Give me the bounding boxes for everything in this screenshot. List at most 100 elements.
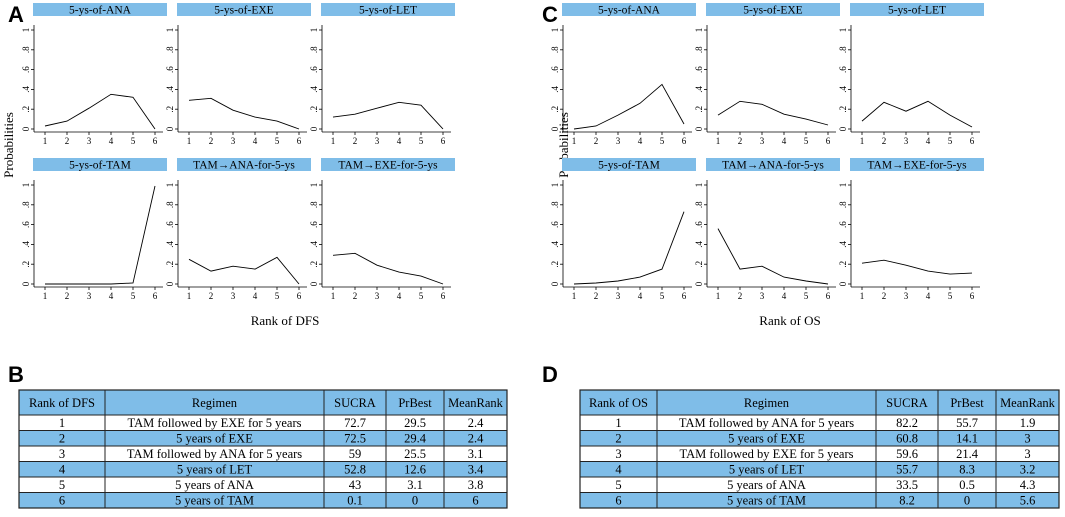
panel-b-header-regimen: Regimen <box>192 396 238 410</box>
panel-c-x-tick-label: 1 <box>572 291 577 301</box>
panel-c-x-tick-label: 5 <box>948 136 953 146</box>
panel-c-series-line-5-ys-of-let <box>861 100 973 128</box>
panel-d-cell-meanrank: 1.9 <box>1020 416 1036 430</box>
panel-c-y-tick-label: .4 <box>694 241 704 248</box>
panel-d-table-row: 3 TAM followed by EXE for 5 years 59.6 21.4… <box>579 445 1060 462</box>
panel-c-y-tick-label: .8 <box>550 46 560 53</box>
panel-a-y-tick-label: .6 <box>165 66 175 73</box>
panel-a-y-tick-label: 0 <box>309 126 319 131</box>
panel-a-series-line-5-ys-of-tam <box>45 185 156 285</box>
panel-c-subplot-tam-exe-for-5-ys: TAM→EXE-for-5-ys 0 .2 .4 .6 .8 1 1 2 3 4 5 6 <box>838 158 984 301</box>
panel-c-y-tick-label: .2 <box>838 106 848 113</box>
panel-c-x-tick-label: 5 <box>660 136 665 146</box>
panel-d-header-prbest: PrBest <box>950 396 984 410</box>
panel-d-cell-meanrank: 4.3 <box>1020 478 1036 492</box>
panel-b-cell-regimen: TAM followed by ANA for 5 years <box>127 447 302 461</box>
panel-c-y-tick-label: .8 <box>694 46 704 53</box>
panel-c-y-tick-label: .2 <box>838 261 848 268</box>
panel-b-cell-prbest: 29.4 <box>404 432 427 446</box>
panel-b-cell-sucra: 72.7 <box>344 416 366 430</box>
panel-c-y-tick-label: 1 <box>694 183 704 188</box>
panel-d-cell-rank-of-os: 4 <box>615 463 622 477</box>
panel-c-x-tick-label: 5 <box>804 136 809 146</box>
panel-b-cell-rank-of-dfs: 4 <box>59 463 66 477</box>
panel-c-subplot-title: 5-ys-of-LET <box>888 5 946 17</box>
panel-a-y-tick-label: 0 <box>309 281 319 286</box>
panel-c-y-tick-label: 0 <box>550 126 560 131</box>
panel-d-header-rank-of-os: Rank of OS <box>589 396 648 410</box>
panel-a-x-tick-label: 4 <box>109 291 114 301</box>
panel-c-y-tick-label: .6 <box>838 66 848 73</box>
panel-a-y-tick-label: .6 <box>21 66 31 73</box>
panel-letter-d: D <box>542 362 558 387</box>
panel-c-x-tick-label: 3 <box>760 136 765 146</box>
panel-a-x-tick-label: 3 <box>87 291 92 301</box>
panel-b-cell-prbest: 0 <box>412 494 418 508</box>
panel-a-x-tick-label: 5 <box>419 291 424 301</box>
panel-c-x-tick-label: 5 <box>948 291 953 301</box>
panel-d-cell-rank-of-os: 5 <box>615 478 621 492</box>
panel-a-y-tick-label: .2 <box>165 106 175 113</box>
panel-c-subplot-title-bar <box>706 158 840 171</box>
panel-c-x-tick-label: 5 <box>804 291 809 301</box>
panel-a-y-tick-label: 1 <box>165 28 175 33</box>
panel-a-x-tick-label: 2 <box>353 136 358 146</box>
panel-c-series-line-tam-exe-for-5-ys <box>861 259 973 275</box>
panel-c-subplot-title: 5-ys-of-ANA <box>598 5 661 17</box>
panel-c-x-tick-label: 4 <box>638 136 643 146</box>
panel-c-y-tick-label: .4 <box>550 86 560 93</box>
panel-b-header-cell <box>385 389 445 416</box>
panel-b-cell-regimen: 5 years of ANA <box>175 478 254 492</box>
panel-a-y-tick-label: .6 <box>309 66 319 73</box>
panel-d-cell-sucra: 33.5 <box>896 478 918 492</box>
panel-c-y-tick-label: 0 <box>550 281 560 286</box>
panel-c-x-tick-label: 4 <box>782 136 787 146</box>
panel-a-x-tick-label: 5 <box>275 291 280 301</box>
panel-c-y-tick-label: .8 <box>838 201 848 208</box>
panel-a-subplot-title-bar <box>177 3 311 16</box>
panel-b-cell-regimen: 5 years of TAM <box>175 494 254 508</box>
panel-a-y-tick-label: .2 <box>21 106 31 113</box>
panel-b-table-row: 4 5 years of LET 52.8 12.6 3.4 <box>18 461 508 478</box>
panel-a-y-tick-label: .2 <box>165 261 175 268</box>
panel-b-cell-rank-of-dfs: 5 <box>59 478 65 492</box>
panel-d-cell-meanrank: 5.6 <box>1020 494 1036 508</box>
panel-a-y-tick-label: 1 <box>309 183 319 188</box>
panel-a-x-tick-label: 1 <box>187 291 192 301</box>
panel-c-x-tick-label: 3 <box>616 291 621 301</box>
panel-c-x-tick-label: 3 <box>904 136 909 146</box>
panel-c-y-tick-label: .2 <box>694 106 704 113</box>
panel-b-cell-meanrank: 3.1 <box>468 447 484 461</box>
panel-c-y-tick-label: 1 <box>550 28 560 33</box>
panel-a-x-tick-label: 2 <box>209 136 214 146</box>
panel-c-y-tick-label: .8 <box>838 46 848 53</box>
panel-c-x-tick-label: 3 <box>616 136 621 146</box>
panel-b-cell-meanrank: 2.4 <box>468 416 484 430</box>
panel-b-cell-rank-of-dfs: 6 <box>59 494 65 508</box>
panel-c-y-tick-label: .6 <box>550 221 560 228</box>
panel-b-cell-sucra: 43 <box>349 478 362 492</box>
panel-c-y-tick-label: 0 <box>838 281 848 286</box>
panel-a-y-tick-label: .4 <box>309 86 319 93</box>
panel-d-cell-prbest: 21.4 <box>956 447 979 461</box>
panel-d-table-row: 6 5 years of TAM 8.2 0 5.6 <box>579 492 1060 509</box>
panel-a-subplot-title-bar <box>33 158 167 171</box>
panel-b-cell-regimen: 5 years of EXE <box>176 432 253 446</box>
panel-d-cell-prbest: 0 <box>964 494 970 508</box>
panel-a-x-tick-label: 3 <box>231 136 236 146</box>
panel-a-x-tick-label: 3 <box>375 291 380 301</box>
panel-b-cell-prbest: 25.5 <box>404 447 426 461</box>
panel-a-chart: Probabilities Rank of DFS 5-ys-of-ANA 0 .2 .4… <box>1 3 455 328</box>
panel-a-y-tick-label: .4 <box>165 241 175 248</box>
panel-b-table-row: 6 5 years of TAM 0.1 0 6 <box>18 492 508 509</box>
panel-a-x-tick-label: 4 <box>109 136 114 146</box>
panel-b-header-rank-of-dfs: Rank of DFS <box>29 396 95 410</box>
panel-a-y-tick-label: .2 <box>309 106 319 113</box>
panel-d-cell-sucra: 82.2 <box>896 416 918 430</box>
panel-c-x-tick-label: 6 <box>826 136 831 146</box>
panel-a-y-tick-label: .6 <box>309 221 319 228</box>
panel-d-cell-regimen: 5 years of EXE <box>728 432 805 446</box>
panel-b-cell-prbest: 29.5 <box>404 416 426 430</box>
panel-a-y-tick-label: 1 <box>21 183 31 188</box>
